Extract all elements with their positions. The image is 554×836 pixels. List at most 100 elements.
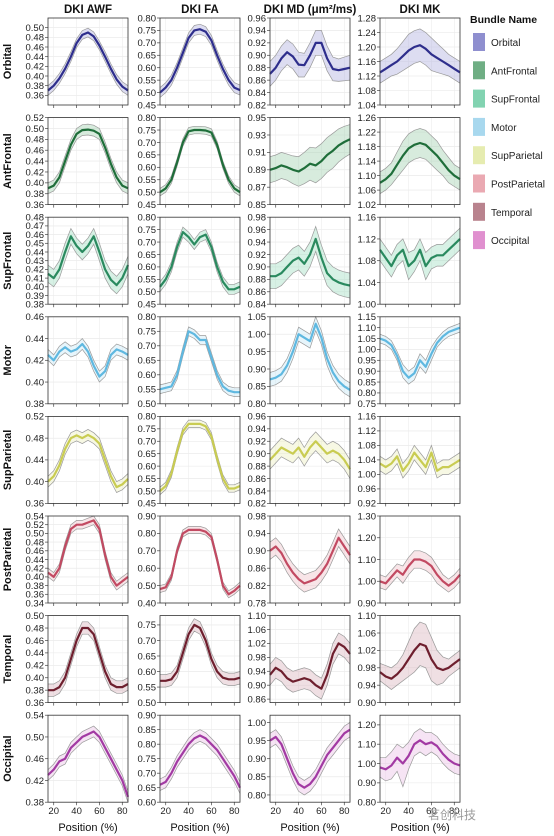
mean-line [47,730,130,798]
y-tick-label: 0.38 [26,685,45,696]
y-tick-label: 0.34 [26,598,45,609]
y-tick-label: 0.90 [358,698,377,709]
row-label: Occipital [2,735,14,781]
plot-frame [269,714,351,803]
y-tick-label: 0.95 [248,736,267,747]
x-tick-label: 80 [117,806,128,817]
y-tick-label: 0.50 [26,124,45,135]
confidence-band [160,24,240,98]
y-tick-label: 1.00 [248,330,267,341]
y-tick-label: 0.70 [138,546,157,557]
x-axis-labels: Position (%) Position (%) Position (%) Posi… [58,822,449,834]
mean-line [269,322,351,391]
lower-bound-line [379,157,461,194]
plot-frame [379,615,461,703]
y-tick-label: 0.40 [26,282,45,293]
legend-swatch [473,117,485,136]
y-tick-label: 0.52 [26,412,45,423]
panel: 0.40 0.50 0.60 0.70 0.80 0.90 [138,511,241,609]
y-tick-label: 0.95 [248,113,267,124]
lower-bound-line [269,54,351,87]
y-tick-label: 0.44 [26,52,45,63]
y-tick-label: 0.75 [138,424,157,435]
upper-bound-line [159,729,241,783]
y-tick-label: 0.48 [26,213,45,224]
x-tick-label: 80 [449,806,460,817]
y-tick-label: 0.89 [248,165,267,176]
y-tick-label: 0.48 [26,537,45,548]
confidence-band [380,28,460,84]
mean-line [159,330,240,394]
lower-bound-line [379,567,461,593]
panel: 0.360.380.400.420.440.460.480.50 [26,17,129,108]
confidence-band [380,728,460,787]
y-tick-label: 0.38 [26,300,45,311]
confidence-band [270,431,350,479]
y-tick-label: 0.46 [26,312,45,323]
confidence-band [380,550,460,593]
bundle-row-supparietal: SupParietal0.360.400.440.480.520.450.500… [2,412,461,510]
y-tick-label: 0.55 [138,75,157,86]
panel: 0.45 0.500.55 0.600.65 0.700.750.80 [138,213,241,311]
x-tick-label: 60 [206,806,217,817]
panel: 0.80 0.85 0.90 0.95 1.00 1.05 [248,312,351,410]
lower-bound-line [379,331,461,385]
y-tick-label: 1.14 [358,156,377,167]
mean-line [269,138,351,173]
lower-bound-line [270,250,351,299]
lower-bound-line [159,33,241,98]
y-tick-label: 0.65 [138,51,157,62]
y-tick-label: 1.08 [358,256,377,267]
y-tick-label: 0.85 [248,382,267,393]
y-tick-label: 0.94 [248,237,267,248]
y-tick-label: 0.94 [248,26,267,37]
panel: 0.78 0.82 0.86 0.90 0.94 0.98 [248,511,351,609]
y-tick-label: 0.94 [248,667,267,678]
y-tick-label: 0.90 [138,711,157,722]
confidence-band [48,726,128,803]
y-tick-label: 0.85 [138,725,157,736]
x-axis-label: Position (%) [280,822,339,834]
y-tick-label: 0.75 [138,225,157,236]
y-tick-label: 0.60 [138,163,157,174]
confidence-band [270,316,350,397]
mean-line [379,558,461,587]
upper-bound-line [269,528,351,576]
mean-line [379,642,461,680]
y-tick-label: 1.20 [358,533,377,544]
y-tick-label: 0.80 [138,412,157,423]
y-tick-label: 1.06 [358,628,377,639]
mean-line [47,342,129,378]
mean-line [47,433,129,489]
mean-line [379,238,461,268]
x-tick-label: 20 [160,806,171,817]
upper-bound-line [269,30,351,62]
y-tick-label: 0.60 [138,370,157,381]
upper-bound-line [269,632,351,679]
y-tick-label: 0.80 [138,213,157,224]
y-tick-label: 0.42 [26,356,45,367]
y-tick-label: 0.70 [138,437,157,448]
y-tick-label: 1.16 [358,412,377,423]
y-tick-label: 0.90 [248,449,267,460]
panel: 0.360.380.400.420.440.460.480.50 [26,611,129,709]
confidence-band [270,633,350,700]
y-tick-label: 0.44 [26,555,45,566]
y-tick-label: 0.85 [248,772,267,783]
y-tick-label: 0.36 [26,91,45,102]
y-tick-label: 0.88 [248,63,267,74]
plot-frame [379,316,461,405]
row-label: Temporal [2,635,14,684]
confidence-band [160,618,240,688]
y-tick-label: 0.75 [358,399,377,410]
x-axis-label: Position (%) [58,822,117,834]
bundle-row-orbital: Orbital0.360.380.400.420.440.460.480.500… [2,13,461,111]
panel: 0.86 0.90 0.94 0.98 1.02 1.06 1.10 [248,611,351,706]
y-tick-label: 0.50 [26,732,45,743]
legend-swatch [473,61,485,80]
y-tick-label: 0.55 [138,275,157,286]
y-tick-label: 0.44 [26,334,45,345]
row-label: Orbital [2,44,14,79]
y-tick-label: 0.36 [26,698,45,709]
lower-bound-line [269,153,351,187]
